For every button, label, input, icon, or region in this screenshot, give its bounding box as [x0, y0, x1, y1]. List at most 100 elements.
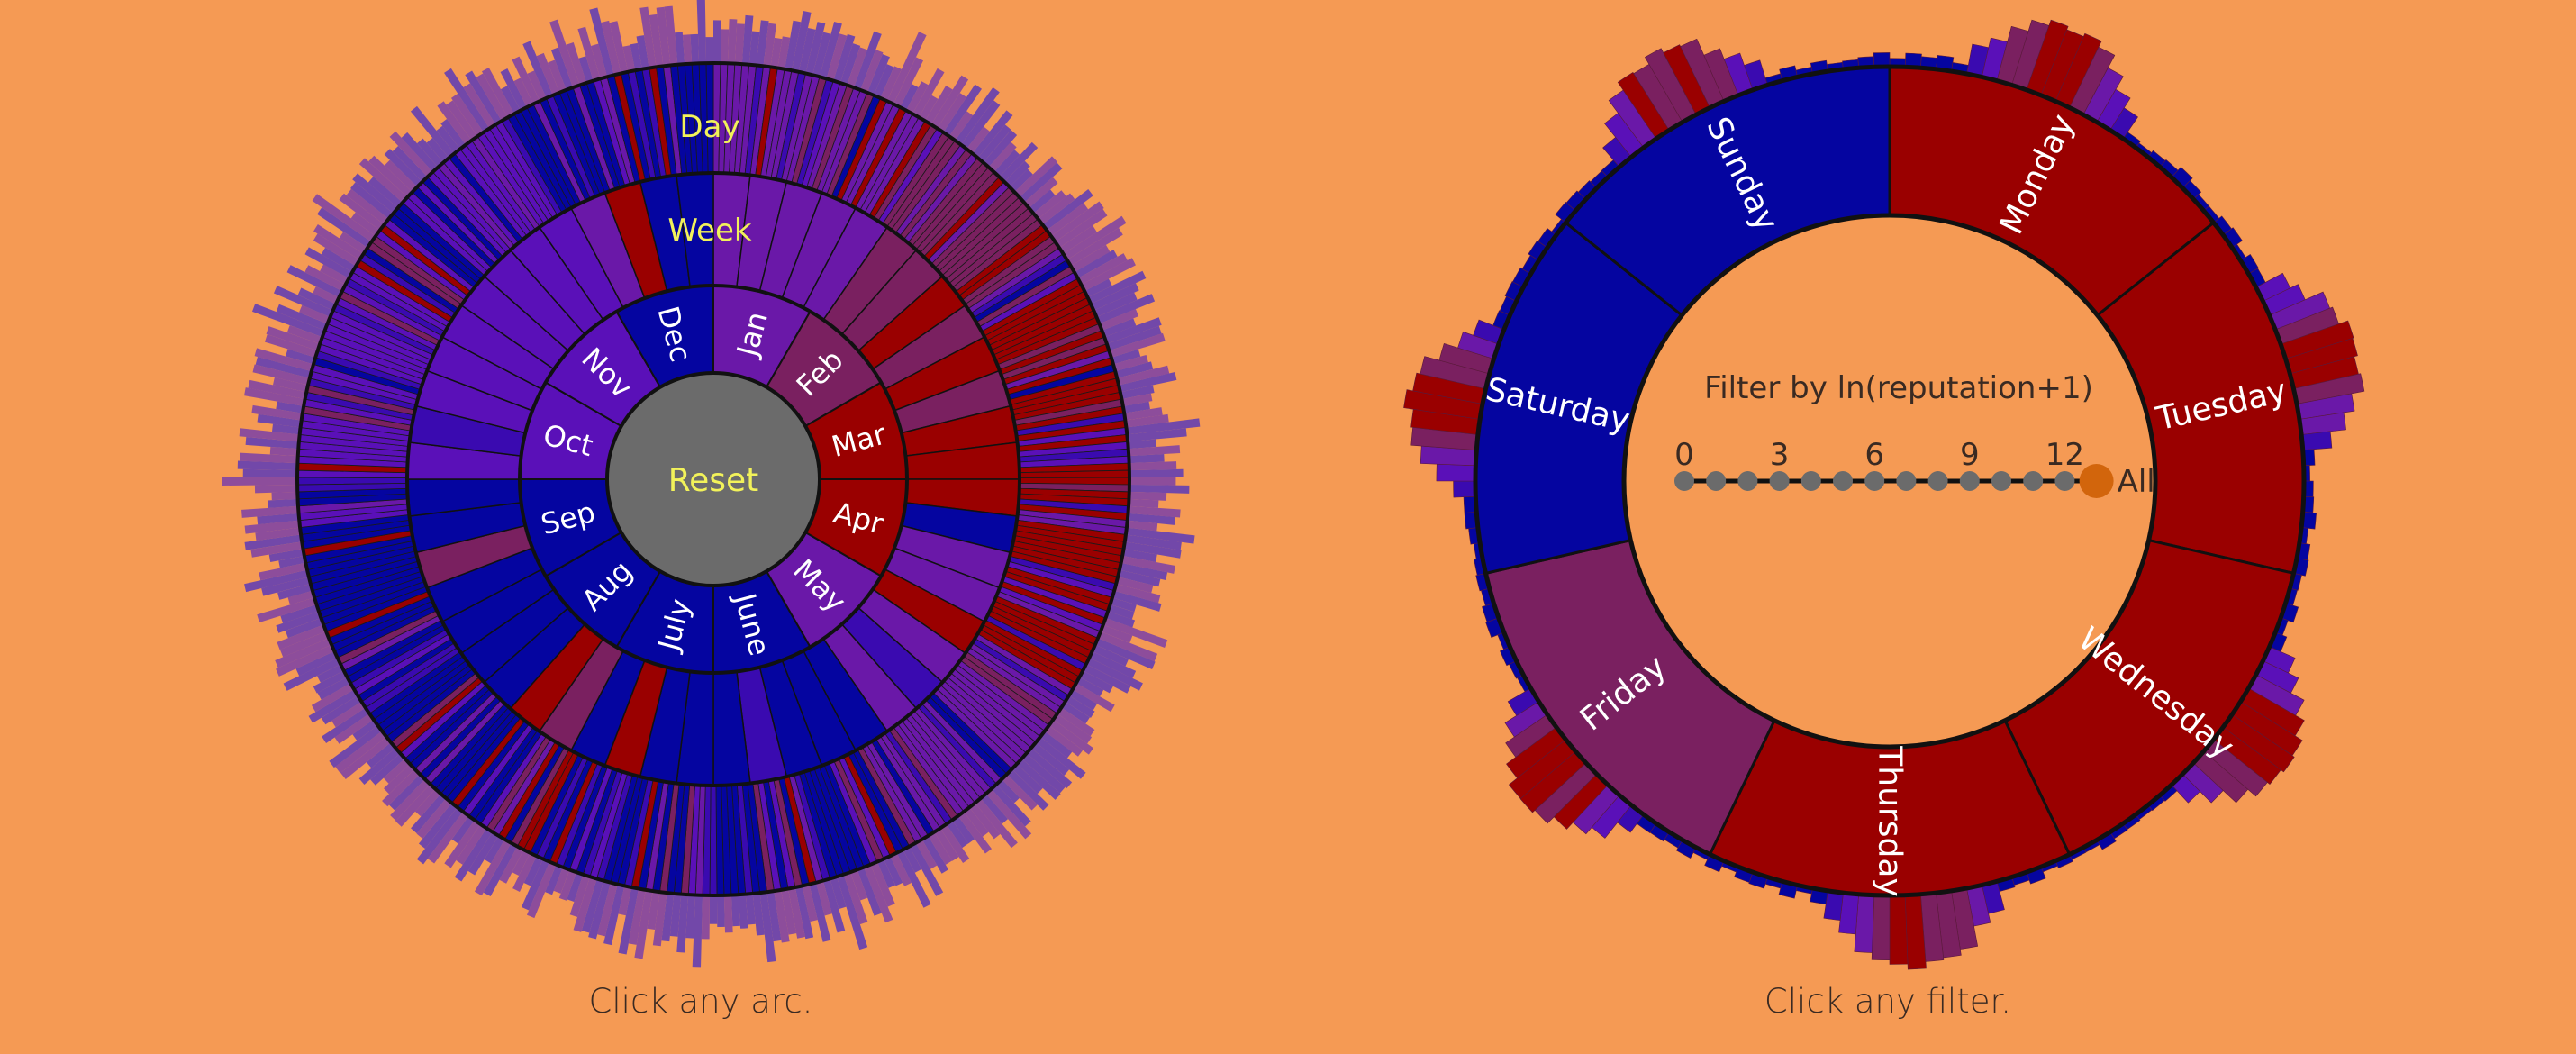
day-spike: [437, 101, 473, 147]
day-spike: [927, 830, 953, 865]
day-spike: [339, 193, 386, 232]
weekday-ring[interactable]: [1473, 64, 2307, 898]
day-spike: [1090, 643, 1129, 667]
day-spike: [334, 713, 376, 744]
calendar-sunburst[interactable]: [295, 61, 1131, 897]
day-spike: [675, 32, 685, 67]
day-spike: [853, 31, 882, 92]
day-spike: [995, 777, 1020, 804]
day-spike: [780, 886, 797, 935]
filter-dot[interactable]: [1959, 471, 1980, 491]
day-spike: [553, 865, 571, 894]
day-spike: [905, 81, 929, 116]
filter-dot[interactable]: [1674, 471, 1694, 491]
day-spike: [312, 194, 377, 243]
filter-dot[interactable]: [2054, 471, 2075, 491]
day-spike: [367, 177, 404, 210]
reset-button[interactable]: [605, 371, 821, 587]
day-spike: [1012, 156, 1058, 199]
filter-title: Filter by ln(reputation+1): [1704, 370, 2093, 406]
day-spike: [1127, 461, 1177, 471]
day-spike: [577, 26, 601, 83]
filter-dot[interactable]: [1800, 471, 1821, 491]
filter-dot[interactable]: [1706, 471, 1727, 491]
filter-dot-all-selected[interactable]: [2079, 464, 2114, 498]
day-spike: [1079, 258, 1136, 293]
day-spike: [618, 884, 632, 916]
filter-all-label[interactable]: All: [2118, 464, 2155, 500]
day-spike: [1025, 746, 1073, 789]
day-spike: [1081, 663, 1131, 694]
day-spike: [1029, 741, 1070, 777]
day-spike: [1104, 325, 1162, 351]
day-spike: [304, 265, 348, 293]
reputation-filter[interactable]: Filter by ln(reputation+1) 0 3 6 9 12 All: [1674, 370, 2155, 500]
day-spike: [661, 891, 675, 942]
day-spike: [866, 53, 890, 97]
day-spike: [993, 150, 1020, 178]
day-spike: [264, 334, 320, 359]
day-spike: [581, 877, 604, 933]
day-spike: [299, 304, 332, 325]
hour-bar: [1871, 895, 1891, 961]
day-spike: [549, 19, 581, 89]
day-spike: [826, 33, 848, 83]
day-spike: [276, 401, 306, 414]
day-spike: [647, 889, 660, 930]
day-spike: [859, 50, 884, 95]
day-spike: [1122, 407, 1163, 421]
day-spike: [709, 893, 718, 924]
day-spike: [271, 491, 300, 501]
day-spike: [244, 387, 307, 407]
day-spike: [628, 886, 647, 945]
day-spike: [748, 31, 760, 68]
day-spike: [1127, 453, 1165, 464]
day-spike: [1022, 177, 1058, 210]
filter-dot[interactable]: [2023, 471, 2044, 491]
day-spike: [597, 880, 619, 937]
filter-dot[interactable]: [1927, 471, 1948, 491]
day-spike: [1127, 484, 1190, 494]
day-spike: [275, 637, 333, 668]
day-spike: [784, 20, 802, 73]
hour-bar: [1436, 463, 1476, 482]
day-spike: [383, 757, 412, 784]
day-spike: [1124, 418, 1201, 435]
day-spike: [1008, 168, 1033, 194]
day-spike: [939, 822, 970, 863]
day-spike: [512, 850, 538, 892]
day-spike: [787, 886, 805, 939]
day-spike: [930, 75, 969, 131]
filter-dot[interactable]: [1769, 471, 1790, 491]
day-spike: [618, 886, 639, 955]
day-spike: [990, 782, 1031, 827]
day-spike: [1069, 244, 1111, 274]
day-spike: [974, 796, 1018, 849]
day-spike: [276, 610, 323, 633]
filter-dot[interactable]: [1833, 471, 1853, 491]
day-spike: [1073, 250, 1118, 280]
day-arc[interactable]: [296, 477, 408, 486]
day-spike: [467, 830, 500, 876]
day-spike: [1066, 688, 1098, 711]
day-spike: [1018, 162, 1063, 204]
day-spike: [923, 85, 953, 127]
filter-dot[interactable]: [1864, 471, 1885, 491]
day-spike: [558, 868, 577, 901]
day-spike: [1127, 491, 1167, 501]
day-spike: [251, 304, 327, 338]
day-spike: [829, 875, 847, 910]
day-spike: [869, 859, 895, 907]
filter-tick-label: 0: [1674, 437, 1694, 473]
day-spike: [908, 840, 944, 896]
filter-dot[interactable]: [1991, 471, 2011, 491]
day-spike: [512, 848, 531, 877]
day-spike: [664, 5, 678, 68]
filter-dot[interactable]: [1737, 471, 1758, 491]
day-spike: [237, 460, 300, 471]
day-spike: [1124, 520, 1158, 532]
filter-dot[interactable]: [1896, 471, 1917, 491]
day-spike: [578, 56, 594, 85]
day-spike: [444, 818, 482, 868]
